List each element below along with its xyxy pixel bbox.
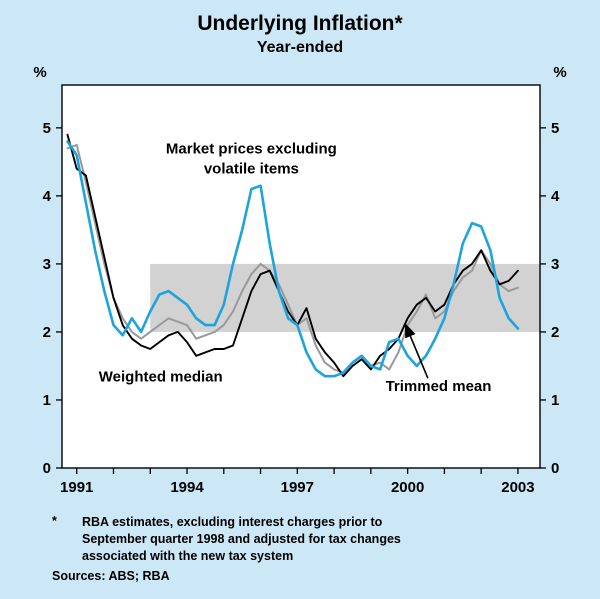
y-tick-label-right: 3: [551, 256, 559, 273]
annotation-arrow: [404, 322, 429, 379]
y-tick-label-left: 2: [43, 324, 51, 341]
y-tick-label-left: 3: [43, 256, 51, 273]
annotation-market-prices-excluding-volatile-items: Market prices excluding volatile items: [166, 141, 337, 178]
chart-title: Underlying Inflation*: [197, 12, 403, 35]
footnote-line-2: September quarter 1998 and adjusted for …: [82, 532, 401, 546]
y-axis-unit-right: %: [553, 64, 566, 81]
footnote-marker: *: [52, 514, 57, 528]
chart-subtitle: Year-ended: [257, 39, 343, 56]
x-tick-label: 1991: [60, 479, 93, 496]
y-tick-label-right: 1: [551, 392, 559, 409]
y-tick-label-right: 4: [551, 188, 560, 205]
y-tick-label-right: 0: [551, 460, 559, 477]
plot-border: [61, 84, 541, 469]
series-line-market-prices-excluding-volatile-items: [66, 140, 520, 378]
footnote-text: RBA estimates, excluding interest charge…: [82, 514, 401, 565]
y-tick-label-left: 0: [43, 460, 51, 477]
footnote-line-1: RBA estimates, excluding interest charge…: [82, 515, 383, 529]
plot-area: 0 0 1 1 2 2 3 3 4 4 5 5 1991 1994 1997 2000 2003 Market p…: [43, 84, 560, 496]
annotation-trimmed-mean: Trimmed mean: [386, 378, 492, 395]
target-band: [150, 263, 540, 332]
series-line-trimmed-mean: [66, 143, 519, 374]
y-tick-label-left: 5: [43, 120, 51, 137]
x-tick-label: 2003: [501, 479, 534, 496]
annotation-weighted-median: Weighted median: [99, 369, 223, 386]
y-tick-label-right: 2: [551, 324, 559, 341]
x-tick-label: 1997: [281, 479, 314, 496]
y-tick-label-right: 5: [551, 120, 559, 137]
y-axis-unit-left: %: [33, 64, 46, 81]
x-tick-label: 1994: [170, 479, 204, 496]
y-tick-label-left: 1: [43, 392, 51, 409]
series-line-weighted-median: [66, 133, 519, 378]
sources-line: Sources: ABS; RBA: [52, 569, 170, 583]
footnote: * RBA estimates, excluding interest char…: [52, 514, 401, 565]
x-tick-label: 2000: [391, 479, 424, 496]
y-tick-label-left: 4: [43, 188, 52, 205]
chart-canvas: Underlying Inflation* Year-ended % % 0 01…: [33, 12, 566, 496]
footnote-line-3: associated with the new tax system: [82, 549, 294, 563]
